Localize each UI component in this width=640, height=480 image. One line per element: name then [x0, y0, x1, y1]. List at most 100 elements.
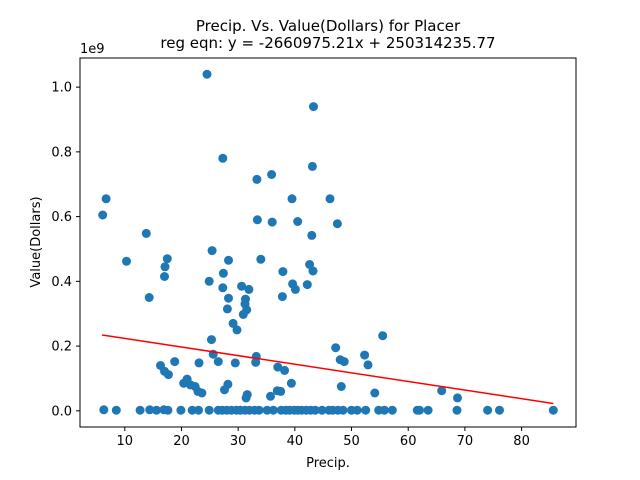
scatter-point [387, 405, 397, 415]
scatter-point [218, 283, 228, 293]
plot-frame [79, 57, 577, 428]
scatter-point [361, 405, 371, 415]
scatter-point [277, 292, 287, 302]
scatter-point [224, 255, 233, 265]
x-tick-label: 80 [513, 434, 530, 449]
x-tick-label: 20 [173, 434, 190, 449]
scatter-point [194, 405, 203, 415]
scatter-point [194, 358, 204, 368]
scatter-point [267, 217, 277, 227]
scatter-point [266, 391, 275, 401]
scatter-point [145, 405, 155, 415]
scatter-point [286, 378, 296, 388]
y-tick-label: 0.6 [51, 210, 72, 225]
scatter-point [310, 405, 320, 415]
y-tick-label: 0.0 [51, 404, 72, 419]
scatter-point [144, 293, 154, 302]
scatter-point [548, 405, 558, 415]
scatter-point [224, 293, 233, 303]
scatter-point [415, 405, 424, 415]
scatter-point [370, 388, 380, 398]
scatter-point [360, 350, 370, 360]
scatter-point [160, 262, 170, 272]
scatter-point [230, 358, 240, 368]
scatter-point [307, 161, 317, 171]
scatter-point [363, 360, 373, 370]
y-tick-label: 1.0 [51, 81, 72, 96]
scatter-point [352, 405, 362, 415]
scatter-point [452, 405, 462, 415]
y-tick-label: 0.2 [51, 340, 72, 355]
scatter-point [252, 174, 262, 184]
scatter-point [287, 194, 297, 204]
scatter-point [220, 385, 229, 395]
x-axis-label: Precip. [306, 456, 350, 471]
scatter-point [308, 266, 318, 276]
scatter-point [379, 405, 389, 415]
x-tick-label: 60 [400, 434, 417, 449]
scatter-point [241, 393, 251, 403]
scatter-point [187, 405, 197, 415]
scatter-point [141, 228, 151, 238]
scatter-point [252, 215, 262, 225]
scatter-point [163, 405, 173, 415]
scatter-point [267, 170, 277, 179]
chart-title-line1: Precip. Vs. Value(Dollars) for Placer [196, 17, 461, 35]
scatter-point [251, 357, 261, 367]
x-tick-label: 10 [117, 434, 134, 449]
y-axis-label: Value(Dollars) [29, 196, 44, 287]
y-offset-label: 1e9 [80, 42, 105, 57]
regression-layer [101, 334, 554, 405]
data-marks [98, 69, 558, 415]
scatter-point [280, 365, 290, 375]
scatter-point [176, 405, 186, 415]
scatter-point [331, 343, 341, 353]
scatter-point [222, 304, 232, 314]
scatter-point [423, 405, 433, 415]
scatter-point [111, 405, 121, 415]
x-tick-label: 40 [287, 434, 304, 449]
y-tick-label: 0.8 [51, 145, 72, 160]
scatter-point [262, 405, 272, 415]
scatter-point [218, 268, 228, 278]
scatter-point [237, 281, 247, 291]
scatter-point [278, 267, 288, 277]
scatter-point [290, 284, 300, 294]
scatter-point [202, 69, 212, 79]
scatter-point [256, 254, 266, 264]
scatter-point [135, 405, 145, 415]
scatter-point [338, 405, 348, 415]
scatter-point [101, 194, 111, 204]
scatter-point [163, 370, 173, 380]
regression-line [101, 334, 554, 405]
scatter-point [207, 335, 216, 345]
scatter-point [483, 405, 493, 415]
scatter-point [162, 254, 172, 264]
scatter-point [378, 331, 388, 341]
scatter-point [268, 405, 278, 415]
scatter-point [99, 405, 109, 415]
scatter-point [244, 284, 254, 294]
scatter-point [309, 102, 318, 112]
scatter-point [339, 357, 349, 367]
scatter-point [218, 153, 228, 163]
x-tick-label: 70 [457, 434, 474, 449]
scatter-point [336, 382, 346, 391]
scatter-point [293, 217, 303, 226]
scatter-point [273, 362, 283, 372]
scatter-point [332, 219, 342, 229]
scatter-point [232, 325, 242, 335]
scatter-point [307, 230, 317, 240]
scatter-point [197, 388, 207, 398]
scatter-point [453, 393, 462, 403]
y-axis-ticks: 0.0 0.2 0.4 0.6 0.8 1.0 [51, 81, 80, 419]
scatter-point [238, 309, 248, 319]
scatter-point [179, 378, 189, 388]
scatter-point [495, 405, 504, 415]
scatter-point [437, 386, 447, 396]
x-axis-ticks: 10 20 30 40 50 60 70 80 [117, 427, 530, 449]
scatter-point [122, 256, 131, 266]
scatter-point [170, 357, 180, 367]
scatter-point [204, 405, 214, 415]
